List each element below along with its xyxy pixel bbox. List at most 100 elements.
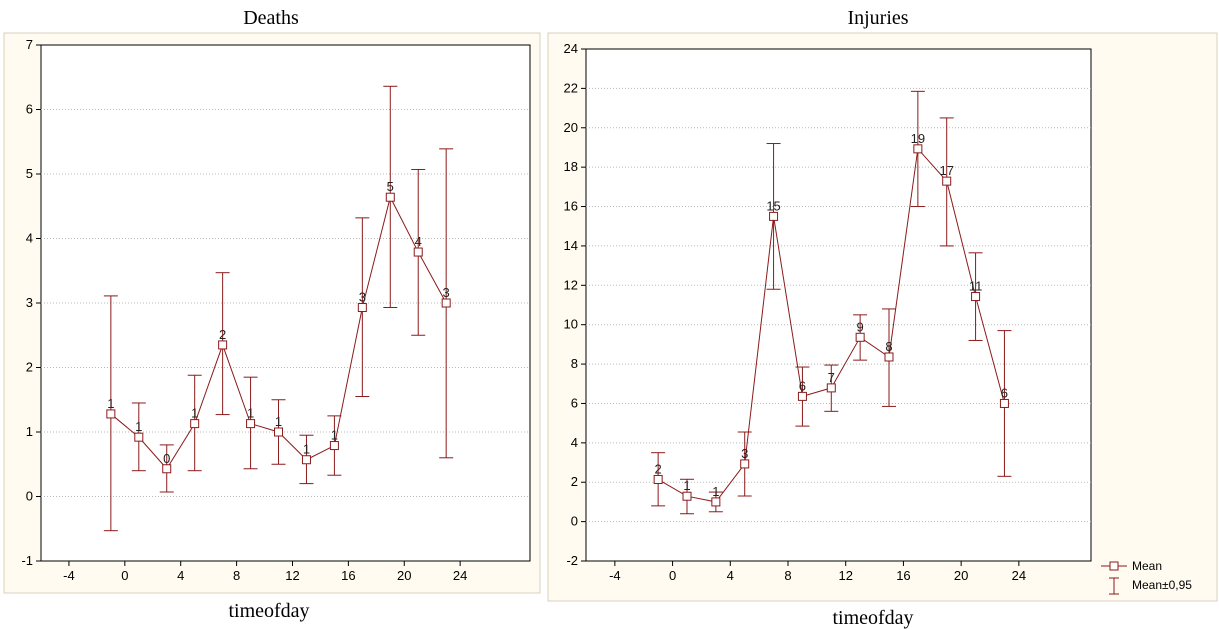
x-tick-label: 0 <box>669 568 676 583</box>
legend-mean-entry: Mean <box>1101 559 1162 573</box>
mean-point <box>711 497 721 507</box>
mean-point <box>190 419 200 429</box>
y-tick-label: 10 <box>564 317 578 332</box>
mean-point <box>797 391 807 401</box>
data-label: 1 <box>275 414 282 429</box>
y-tick-label: 18 <box>564 159 578 174</box>
y-tick-label: 2 <box>26 360 33 375</box>
y-tick-label: 20 <box>564 120 578 135</box>
injuries-chart-title: Injuries <box>847 7 908 29</box>
deaths-points <box>106 192 451 474</box>
legend-ci-label: Mean±0,95 <box>1132 578 1192 592</box>
y-tick-label: 7 <box>26 37 33 52</box>
y-tick-label: 6 <box>571 395 578 410</box>
data-label: 3 <box>443 285 450 300</box>
x-tick-label: 24 <box>1012 568 1026 583</box>
y-tick-label: 16 <box>564 199 578 214</box>
data-label: 2 <box>219 327 226 342</box>
x-tick-label: 8 <box>784 568 791 583</box>
data-label: 17 <box>939 163 953 178</box>
data-label: 7 <box>828 370 835 385</box>
data-label: 6 <box>1001 385 1008 400</box>
x-tick-label: 24 <box>453 568 467 583</box>
injuries-x-axis-label: timeofday <box>832 607 913 629</box>
mean-point <box>246 419 256 429</box>
mean-point <box>653 474 663 484</box>
x-tick-label: -4 <box>63 568 75 583</box>
injuries-plot-area <box>585 48 1092 562</box>
data-label: 2 <box>655 461 662 476</box>
y-tick-label: 1 <box>26 424 33 439</box>
data-label: 15 <box>766 198 780 213</box>
x-tick-label: 16 <box>896 568 910 583</box>
x-tick-label: 4 <box>727 568 734 583</box>
mean-point <box>385 192 395 202</box>
data-label: 3 <box>741 446 748 461</box>
y-tick-label: 0 <box>571 514 578 529</box>
mean-point <box>106 409 116 419</box>
y-tick-label: 24 <box>564 41 578 56</box>
data-label: 1 <box>191 406 198 421</box>
legend-mean-label: Mean <box>1132 559 1162 573</box>
y-tick-label: 12 <box>564 277 578 292</box>
deaths-data-labels: 1 1 0 1 2 1 1 1 1 3 5 4 3 <box>107 179 450 466</box>
x-tick-label: -4 <box>609 568 621 583</box>
data-label: 1 <box>247 406 254 421</box>
mean-point <box>218 340 228 350</box>
mean-point <box>162 464 172 474</box>
y-tick-label: 6 <box>26 102 33 117</box>
mean-point <box>769 211 779 221</box>
deaths-plot-area <box>40 44 531 562</box>
mean-point <box>413 247 423 257</box>
deaths-y-axis: -1 0 1 2 3 4 5 6 7 <box>21 37 41 568</box>
deaths-x-axis-label: timeofday <box>228 600 309 622</box>
deaths-gridlines <box>41 109 530 497</box>
data-label: 11 <box>969 279 983 294</box>
mean-point <box>884 352 894 362</box>
x-tick-label: 20 <box>954 568 968 583</box>
y-tick-label: -2 <box>566 553 578 568</box>
mean-point <box>357 303 367 313</box>
y-tick-label: 14 <box>564 238 578 253</box>
y-tick-label: 22 <box>564 80 578 95</box>
mean-point <box>329 441 339 451</box>
mean-point <box>682 491 692 501</box>
data-label: 19 <box>911 131 925 146</box>
data-label: 1 <box>107 396 114 411</box>
legend-mean-marker <box>1109 561 1119 571</box>
y-tick-label: 3 <box>26 295 33 310</box>
data-label: 8 <box>885 339 892 354</box>
y-tick-label: 8 <box>571 356 578 371</box>
legend-ci-entry: Mean±0,95 <box>1109 577 1192 595</box>
y-tick-label: 4 <box>571 435 578 450</box>
y-tick-label: 5 <box>26 166 33 181</box>
x-tick-label: 16 <box>341 568 355 583</box>
y-tick-label: 4 <box>26 231 33 246</box>
x-tick-label: 12 <box>838 568 852 583</box>
mean-point <box>274 427 284 437</box>
x-tick-label: 0 <box>121 568 128 583</box>
deaths-chart-title: Deaths <box>243 7 299 29</box>
mean-point <box>913 144 923 154</box>
mean-point <box>301 455 311 465</box>
x-tick-label: 4 <box>177 568 184 583</box>
x-tick-label: 20 <box>397 568 411 583</box>
mean-point <box>826 383 836 393</box>
x-tick-label: 8 <box>233 568 240 583</box>
data-label: 0 <box>163 451 170 466</box>
deaths-x-axis: -4 0 4 8 12 16 20 24 <box>63 561 467 583</box>
mean-point <box>942 176 952 186</box>
data-label: 3 <box>359 290 366 305</box>
mean-point <box>134 432 144 442</box>
data-label: 9 <box>857 319 864 334</box>
data-label: 6 <box>799 378 806 393</box>
data-label: 1 <box>331 428 338 443</box>
data-label: 4 <box>415 234 422 249</box>
data-label: 1 <box>712 484 719 499</box>
mean-point <box>855 332 865 342</box>
y-tick-label: -1 <box>21 553 33 568</box>
